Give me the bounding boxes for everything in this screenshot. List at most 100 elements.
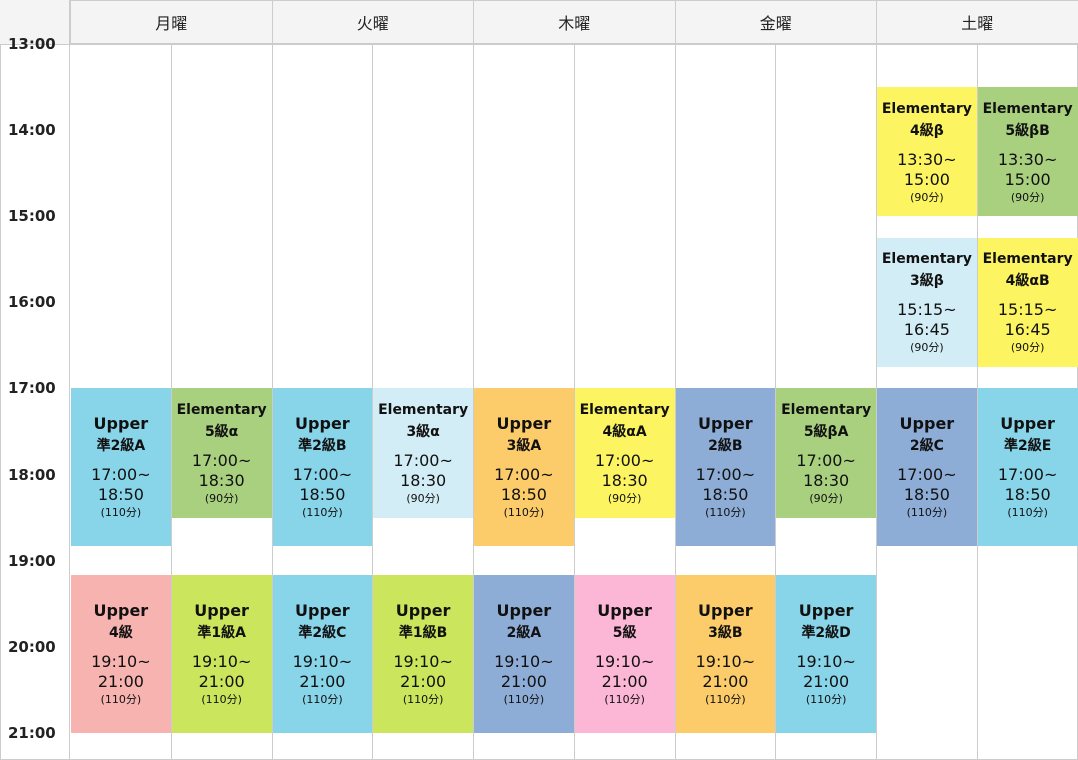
class-level: Upper — [194, 600, 249, 620]
day-header: 月曜 — [70, 0, 273, 44]
class-level: Upper — [496, 414, 552, 434]
class-start: 19:10~ — [494, 651, 554, 671]
class-name: 5級 — [612, 624, 637, 641]
class-duration: (110分) — [302, 506, 343, 520]
class-duration: (110分) — [1007, 506, 1048, 520]
class-end: 21:00 — [500, 671, 547, 691]
class-duration: (90分) — [1010, 190, 1045, 204]
class-name: 準2級C — [298, 624, 347, 641]
class-level: Elementary — [176, 401, 267, 418]
class-duration: (110分) — [100, 506, 142, 520]
day-header: 火曜 — [271, 0, 474, 44]
time-column-header — [0, 0, 70, 44]
column-line — [976, 44, 978, 760]
class-level: Upper — [93, 414, 149, 434]
time-label: 14:00 — [8, 121, 56, 140]
class-name: 4級 — [109, 624, 133, 641]
class-name: 準2級E — [1003, 438, 1052, 455]
class-end: 18:50 — [903, 485, 950, 505]
time-label: 15:00 — [8, 207, 56, 226]
class-level: Upper — [798, 600, 854, 620]
class-block: Elementary 5級βB 13:30~ 15:00 (90分) — [977, 87, 1078, 217]
class-start: 17:00~ — [695, 465, 756, 485]
header-line — [0, 44, 1078, 45]
class-duration: (110分) — [906, 506, 948, 520]
class-block: Upper 5級 19:10~ 21:00 (110分) — [574, 574, 675, 733]
class-block: Upper 準2級A 17:00~ 18:50 (110分) — [71, 388, 171, 547]
class-start: 17:00~ — [997, 465, 1058, 485]
class-end: 18:50 — [500, 485, 547, 505]
class-level: Elementary — [781, 401, 872, 418]
time-label: 17:00 — [8, 379, 56, 398]
class-block: Elementary 5級βA 17:00~ 18:30 (90分) — [776, 388, 876, 518]
class-block: Upper 4級 19:10~ 21:00 (110分) — [71, 574, 171, 733]
time-label: 16:00 — [8, 293, 56, 312]
class-block: Upper 準2級E 17:00~ 18:50 (110分) — [977, 388, 1078, 547]
class-name: 4級β — [909, 122, 944, 139]
class-duration: (110分) — [201, 692, 242, 706]
class-end: 21:00 — [198, 671, 245, 691]
column-line — [372, 44, 374, 760]
class-start: 19:10~ — [695, 651, 756, 671]
column-line — [473, 44, 474, 760]
class-end: 21:00 — [702, 671, 749, 691]
class-end: 15:00 — [903, 169, 950, 189]
class-end: 15:00 — [1004, 169, 1051, 189]
column-line — [170, 44, 172, 760]
class-end: 21:00 — [97, 671, 144, 691]
class-level: Upper — [899, 414, 955, 434]
class-start: 17:00~ — [897, 465, 957, 485]
class-name: 4級αB — [1005, 273, 1050, 290]
column-line — [573, 44, 575, 760]
time-label: 13:00 — [8, 35, 56, 53]
column-line — [876, 44, 877, 760]
class-start: 13:30~ — [997, 149, 1058, 169]
class-block: Elementary 4級αA 17:00~ 18:30 (90分) — [574, 388, 675, 518]
time-label: 19:00 — [8, 551, 56, 570]
class-end: 18:50 — [299, 485, 346, 505]
class-level: Elementary — [982, 251, 1073, 268]
class-start: 15:15~ — [997, 300, 1058, 320]
class-duration: (90分) — [910, 190, 944, 204]
class-level: Upper — [295, 414, 350, 434]
class-start: 17:00~ — [594, 450, 655, 470]
class-name: 5級βB — [1005, 122, 1050, 139]
class-block: Upper 3級B 19:10~ 21:00 (110分) — [675, 574, 776, 733]
class-block: Upper 2級A 19:10~ 21:00 (110分) — [474, 574, 574, 733]
class-level: Elementary — [881, 100, 972, 117]
class-block: Upper 準1級B 19:10~ 21:00 (110分) — [373, 574, 473, 733]
class-name: 2級B — [708, 438, 743, 455]
class-block: Upper 準1級A 19:10~ 21:00 (110分) — [171, 574, 272, 733]
class-level: Elementary — [579, 401, 670, 418]
class-name: 準1級A — [197, 624, 246, 641]
class-duration: (110分) — [302, 692, 343, 706]
class-duration: (110分) — [503, 692, 545, 706]
class-duration: (90分) — [910, 341, 944, 355]
class-name: 2級C — [909, 438, 944, 455]
time-column-line — [69, 44, 70, 760]
class-block: Upper 準2級B 17:00~ 18:50 (110分) — [272, 388, 373, 547]
column-line — [271, 44, 273, 760]
class-duration: (110分) — [604, 692, 645, 706]
class-duration: (90分) — [406, 491, 440, 505]
time-label: 21:00 — [8, 723, 56, 742]
class-start: 17:00~ — [292, 465, 353, 485]
class-name: 準2級D — [801, 624, 851, 641]
class-end: 21:00 — [299, 671, 346, 691]
class-level: Upper — [395, 600, 451, 620]
class-block: Upper 2級B 17:00~ 18:50 (110分) — [675, 388, 776, 547]
class-start: 19:10~ — [796, 651, 856, 671]
class-level: Elementary — [881, 251, 972, 268]
class-level: Upper — [496, 600, 552, 620]
class-end: 16:45 — [903, 320, 950, 340]
class-start: 19:10~ — [393, 651, 453, 671]
class-block: Elementary 4級β 13:30~ 15:00 (90分) — [877, 87, 977, 217]
class-end: 18:30 — [400, 470, 447, 490]
column-line — [775, 44, 777, 760]
class-name: 3級β — [909, 273, 944, 290]
class-end: 21:00 — [601, 671, 648, 691]
time-label: 20:00 — [8, 637, 56, 656]
class-name: 3級A — [506, 438, 542, 455]
class-end: 16:45 — [1004, 320, 1051, 340]
